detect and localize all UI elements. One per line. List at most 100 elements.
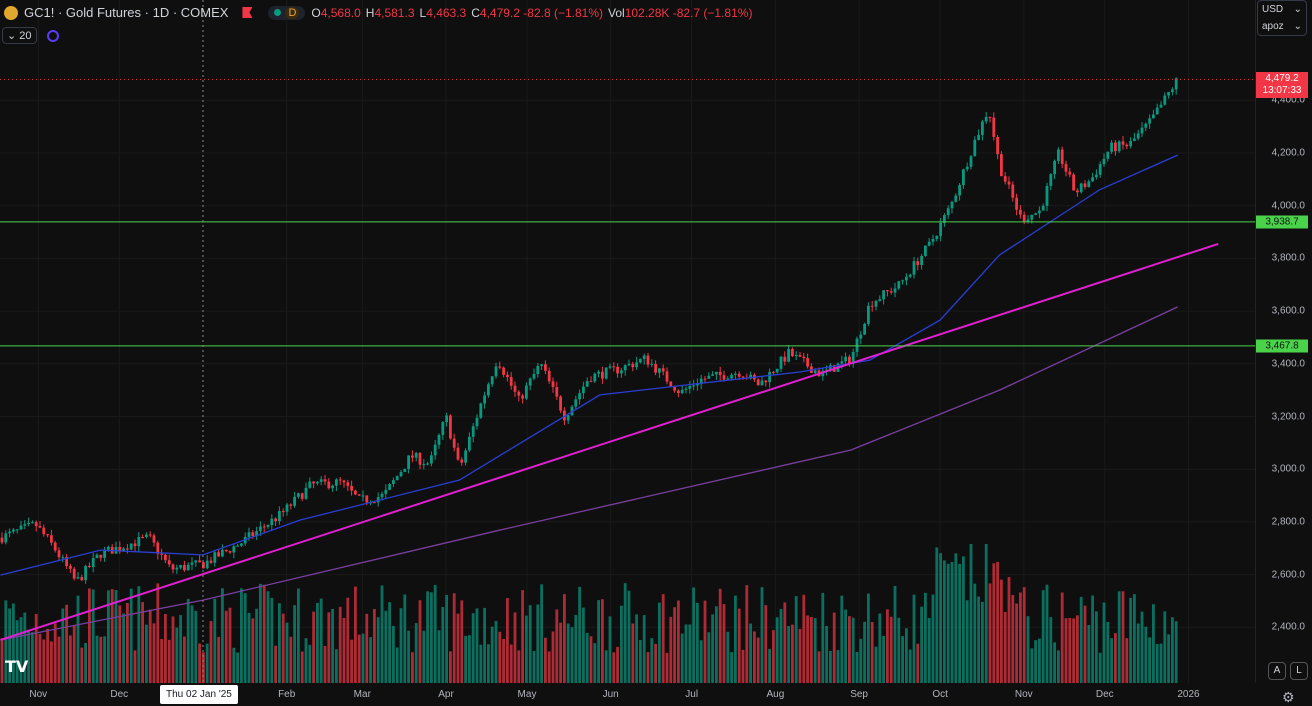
candle-body <box>684 388 688 390</box>
volume-bar <box>365 613 369 683</box>
candle-body <box>908 274 912 277</box>
volume-bar <box>331 608 334 683</box>
volume-bar <box>160 639 163 683</box>
candle-body <box>34 522 38 527</box>
volume-bar <box>1076 615 1079 683</box>
ohlc-low-key: L <box>419 5 427 20</box>
candle-body <box>547 370 551 382</box>
volume-bar <box>927 617 931 683</box>
volume-bar <box>479 644 483 683</box>
volume-bar <box>654 643 657 683</box>
candle-body <box>878 299 882 302</box>
volume-bar <box>338 606 342 683</box>
candle-body <box>593 373 597 382</box>
candle-body <box>19 525 23 530</box>
delayed-badge: D <box>285 6 300 19</box>
volume-bar <box>1155 644 1159 683</box>
gear-icon[interactable]: ⚙ <box>1282 689 1295 705</box>
volume-bar <box>604 650 608 683</box>
volume-bar <box>1144 626 1148 683</box>
volume-bar <box>122 613 125 683</box>
candle-body <box>498 366 502 368</box>
time-axis[interactable]: 2026 Dec Nov Oct Sep Aug Jul Jun May Apr Mar Feb Dec… <box>0 683 1312 706</box>
candle-body <box>669 381 673 387</box>
candle-body <box>711 374 714 376</box>
collapse-indicators-button[interactable]: ⌄ 20 <box>2 27 37 44</box>
volume-bar <box>1095 611 1098 683</box>
candle-body <box>677 390 680 394</box>
volume-bar <box>354 586 357 683</box>
price-tick-label: 2,400.0 <box>1271 621 1305 633</box>
volume-bar <box>1102 602 1106 683</box>
flag-icon[interactable] <box>242 7 253 18</box>
candle-body <box>1144 123 1148 128</box>
volume-bar <box>57 636 61 683</box>
candle-body <box>772 371 775 373</box>
log-scale-button[interactable]: L <box>1290 662 1308 680</box>
volume-bar <box>783 602 787 683</box>
volume-bar <box>319 598 323 683</box>
volume-bar <box>1015 603 1018 683</box>
volume-bar <box>582 607 585 683</box>
candle-body <box>148 534 152 536</box>
candle-body <box>540 364 543 366</box>
candle-body <box>361 495 365 497</box>
candle-body <box>620 370 623 374</box>
volume-bar <box>779 608 783 683</box>
candle-body <box>1007 181 1011 185</box>
candle-body <box>726 378 730 380</box>
volume-bar <box>103 636 106 683</box>
volume-bar <box>650 638 654 683</box>
candle-body <box>563 410 566 421</box>
candle-body <box>874 301 878 307</box>
candle-body <box>80 577 84 581</box>
volume-bar <box>137 586 141 683</box>
price-chart[interactable] <box>0 0 1255 683</box>
candle-body <box>901 280 904 282</box>
volume-bar <box>635 614 638 683</box>
volume-bar <box>498 631 502 683</box>
indicator-count: 20 <box>19 30 32 42</box>
volume-bar <box>772 630 775 683</box>
volume-bar <box>316 602 319 683</box>
volume-value: 102.28K -82.7 (−1.81%) <box>624 5 753 20</box>
volume-bar <box>954 553 958 683</box>
tradingview-logo[interactable]: TV <box>5 657 29 676</box>
volume-bar <box>156 583 160 683</box>
market-status[interactable]: D <box>268 5 306 20</box>
volume-bar <box>468 635 471 683</box>
currency-select[interactable]: USD ⌄ <box>1258 1 1306 18</box>
volume-bar <box>601 599 604 683</box>
candle-body <box>905 276 908 281</box>
indicator-ring-icon[interactable] <box>46 29 59 42</box>
candle-body <box>635 362 638 368</box>
volume-bar <box>183 636 186 683</box>
volume-bar <box>673 607 676 683</box>
gold-symbol-icon <box>4 5 18 20</box>
volume-bar <box>65 604 68 683</box>
candle-body <box>213 552 217 563</box>
volume-bar <box>289 636 293 683</box>
volume-bar <box>806 615 809 683</box>
candle-body <box>585 381 589 387</box>
currency-unit-selector[interactable]: USD ⌄ apoz ⌄ <box>1257 0 1307 36</box>
candle-body <box>297 493 300 497</box>
volume-bar <box>471 613 475 683</box>
volume-bar <box>1174 621 1178 683</box>
volume-bar <box>658 602 661 683</box>
symbol-title[interactable]: GC1! · Gold Futures · 1D · COMEX <box>24 5 229 20</box>
volume-bar <box>418 600 422 683</box>
candle-body <box>1133 138 1136 141</box>
volume-bar <box>661 594 665 683</box>
volume-bar <box>1152 604 1155 683</box>
volume-bar <box>262 584 266 683</box>
volume-bar <box>91 589 95 683</box>
candle-body <box>1117 141 1121 152</box>
volume-bar <box>475 608 479 683</box>
volume-bar <box>270 597 274 683</box>
volume-bar <box>1136 623 1140 683</box>
time-tick-label: Nov <box>1014 689 1033 700</box>
unit-select[interactable]: apoz ⌄ <box>1258 18 1306 35</box>
auto-scale-button[interactable]: A <box>1268 662 1286 680</box>
volume-bar <box>80 647 84 683</box>
